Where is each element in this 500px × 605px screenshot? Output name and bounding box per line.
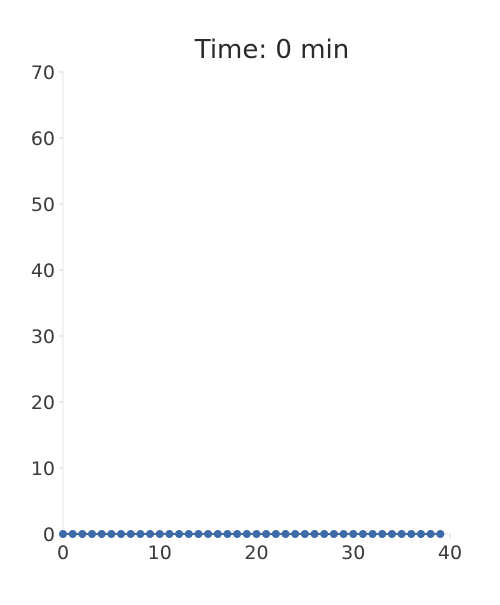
data-point [165,530,174,538]
data-point [97,530,106,538]
data-point [59,530,67,538]
data-point [242,530,251,538]
data-point [378,530,387,538]
data-point [349,530,358,538]
data-point [126,530,135,538]
data-point [194,530,203,538]
y-tick-label: 70 [31,62,55,84]
plot-series [59,530,445,538]
data-point [88,530,97,538]
data-point [426,530,435,538]
y-tick-label: 20 [31,392,55,414]
data-point [320,530,329,538]
data-point [271,530,280,538]
data-point [204,530,213,538]
data-point [407,530,416,538]
y-tick-label: 30 [31,326,55,348]
data-point [78,530,87,538]
x-tick-label: 40 [438,542,462,564]
axes [62,72,450,535]
data-point [339,530,348,538]
data-point [387,530,396,538]
data-point [155,530,164,538]
data-point [358,530,367,538]
y-axis-ticks: 0 10 20 30 40 50 60 70 [31,62,63,546]
data-point [310,530,319,538]
data-point [136,530,145,538]
data-point [117,530,126,538]
x-tick-label: 20 [244,542,268,564]
data-point [329,530,338,538]
data-point [416,530,425,538]
y-tick-label: 60 [31,128,55,150]
data-point [300,530,309,538]
y-tick-label: 40 [31,260,55,282]
x-tick-label: 10 [148,542,172,564]
data-point [68,530,77,538]
data-point [262,530,271,538]
x-tick-label: 30 [341,542,365,564]
data-point [233,530,242,538]
data-point [252,530,261,538]
data-point [436,530,445,538]
data-point [184,530,193,538]
data-point [175,530,184,538]
data-point [281,530,290,538]
data-point [368,530,377,538]
data-point [107,530,116,538]
y-tick-label: 0 [43,524,55,546]
data-point [146,530,155,538]
chart-title: Time: 0 min [194,35,350,65]
data-point [223,530,232,538]
data-point [397,530,406,538]
x-tick-label: 0 [57,542,69,564]
y-tick-label: 10 [31,458,55,480]
x-axis-ticks: 0 10 20 30 40 [57,534,462,564]
y-tick-label: 50 [31,194,55,216]
data-point [291,530,300,538]
data-point [213,530,222,538]
